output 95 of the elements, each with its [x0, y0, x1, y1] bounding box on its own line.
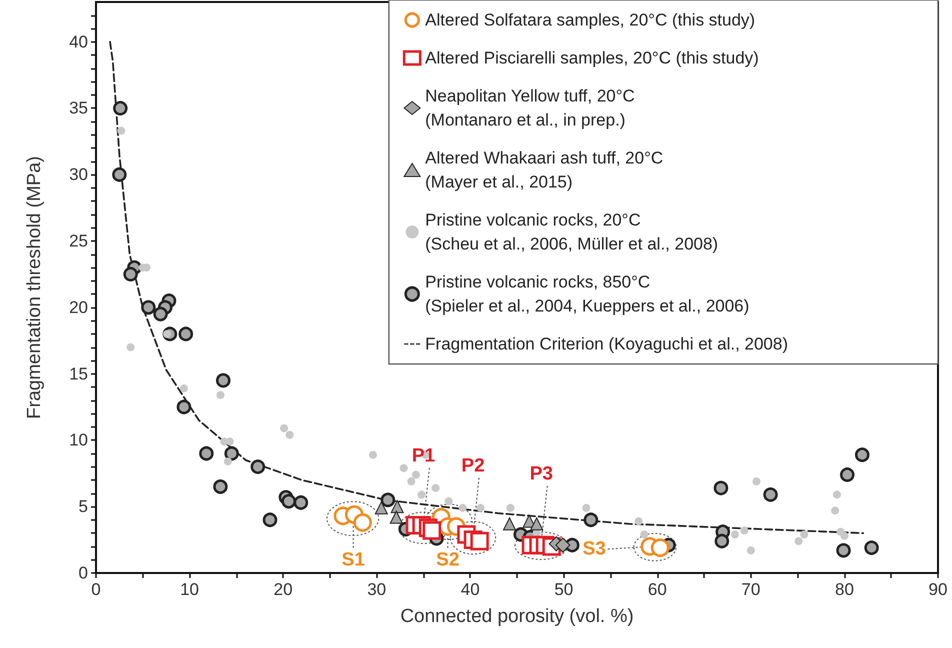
- point: [476, 504, 485, 512]
- point: [506, 504, 514, 512]
- point: [418, 490, 426, 499]
- point: [374, 501, 388, 514]
- point: [832, 490, 841, 499]
- x-tick-label: 90: [928, 580, 948, 599]
- y-tick-label: 35: [69, 98, 88, 118]
- annotation: S3: [582, 538, 606, 560]
- x-tick-label: 30: [367, 580, 386, 599]
- point: [224, 457, 232, 466]
- point: [740, 526, 748, 535]
- point: [458, 504, 467, 512]
- legend-label: Pristine volcanic rocks, 850°C (Spieler et al., 2004, Kueppers et al., 2006): [425, 272, 750, 316]
- x-tick-label: 70: [741, 580, 760, 599]
- point: [407, 477, 416, 486]
- y-tick-label: 0: [78, 564, 88, 582]
- point: [213, 479, 228, 494]
- point: [216, 391, 224, 400]
- point: [380, 492, 396, 508]
- point: [112, 167, 127, 182]
- point: [368, 450, 377, 459]
- point: [176, 400, 192, 414]
- y-tick-label: 10: [69, 430, 88, 450]
- point: [123, 266, 138, 282]
- point: [199, 446, 214, 461]
- x-tick-label: 40: [460, 580, 480, 599]
- point: [444, 497, 453, 506]
- point: [634, 517, 643, 526]
- point: [582, 504, 590, 512]
- point: [113, 100, 128, 116]
- x-axis-title: Connected porosity (vol. %): [400, 606, 634, 627]
- point: [763, 487, 778, 502]
- point: [280, 424, 288, 432]
- point: [432, 484, 440, 492]
- point: [224, 446, 239, 461]
- point: [714, 534, 730, 548]
- y-tick-label: 20: [69, 298, 88, 317]
- point: [836, 543, 851, 558]
- point: [831, 506, 840, 515]
- y-tick-label: 40: [69, 32, 88, 52]
- point: [216, 373, 230, 388]
- legend-label: Altered Pisciarelli samples, 20°C (this study): [425, 48, 759, 68]
- point: [141, 300, 156, 315]
- point: [178, 326, 194, 342]
- point: [640, 530, 648, 538]
- point: [746, 546, 755, 554]
- y-tick-label: 30: [69, 165, 88, 184]
- point: [281, 494, 296, 509]
- legend-label: Fragmentation Criterion (Koyaguchi et al., 2008): [425, 334, 788, 354]
- point: [503, 517, 516, 530]
- point: [400, 464, 408, 472]
- x-tick-label: 50: [554, 580, 574, 599]
- point: [794, 537, 803, 546]
- point: [390, 510, 403, 524]
- line-series: [109, 40, 864, 534]
- x-tick-label: 60: [648, 580, 667, 599]
- point: [530, 517, 544, 530]
- point: [412, 470, 420, 479]
- x-tick-label: 20: [274, 580, 293, 599]
- y-tick-label: 15: [69, 364, 88, 384]
- point: [864, 540, 879, 556]
- point: [390, 500, 404, 514]
- point: [294, 495, 308, 510]
- point: [126, 343, 135, 352]
- y-axis-title: Fragmentation threshold (MPa): [24, 156, 45, 419]
- y-tick-label: 25: [69, 232, 88, 251]
- annotation: S1: [342, 550, 366, 570]
- y-tick-label: 5: [78, 497, 88, 516]
- point: [854, 448, 870, 462]
- point: [250, 460, 266, 474]
- x-tick-label: 0: [91, 580, 101, 599]
- point: [180, 384, 188, 392]
- point: [422, 521, 442, 540]
- legend-label: Altered Whakaari ash tuff, 20°C (Mayer et al., 2015): [425, 148, 664, 192]
- point: [730, 530, 739, 538]
- point: [840, 467, 854, 482]
- point: [117, 126, 126, 135]
- point: [840, 532, 848, 540]
- annotation: S2: [436, 550, 460, 570]
- point: [555, 538, 570, 553]
- point: [714, 480, 728, 496]
- annotation: P1: [412, 445, 436, 466]
- x-tick-label: 80: [834, 580, 854, 599]
- point: [153, 306, 168, 322]
- legend-label: Altered Solfatara samples, 20°C (this study): [425, 10, 756, 30]
- annotation: P3: [530, 463, 553, 484]
- point: [752, 477, 760, 486]
- legend-label: Neapolitan Yellow tuff, 20°C (Montanaro et al., in prep.): [425, 86, 635, 130]
- point: [584, 512, 598, 528]
- x-tick-label: 10: [180, 580, 200, 599]
- annotation: P2: [461, 455, 485, 476]
- point: [262, 512, 278, 528]
- point: [286, 430, 294, 439]
- point: [800, 530, 808, 538]
- legend-label: Pristine volcanic rocks, 20°C (Scheu et al., 2006, Müller et al., 2008): [425, 210, 718, 254]
